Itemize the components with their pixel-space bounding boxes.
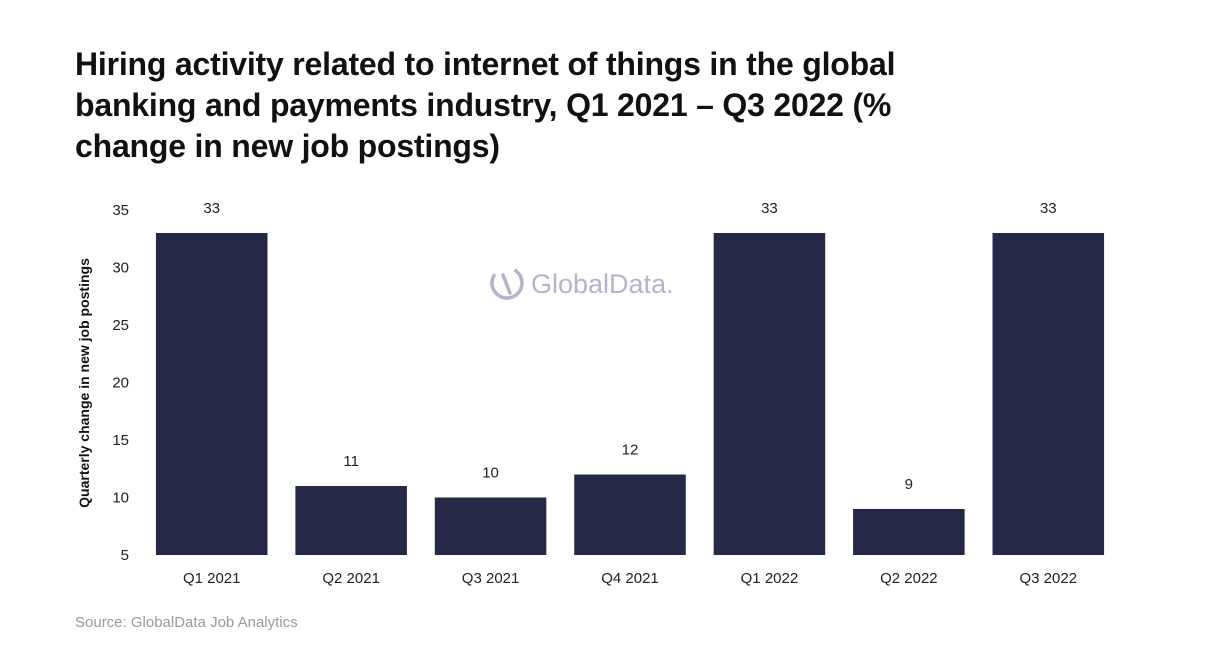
bar [434,497,547,555]
bar-value-label: 9 [905,476,913,493]
x-tick-label: Q4 2021 [601,570,659,587]
x-tick-label: Q2 2021 [322,570,380,587]
bars [155,233,1105,555]
data-labels: 33 11 10 12 33 9 33 [203,200,1056,493]
y-tick-label: 20 [112,375,129,392]
y-axis-label: Quarterly change in new job postings [76,258,92,508]
chart-title: Hiring activity related to internet of t… [75,46,896,164]
x-tick-label: Q2 2022 [880,570,938,587]
y-axis: 5 10 15 20 25 30 35 [112,202,129,564]
bar-value-label: 10 [482,465,499,482]
x-axis: Q1 2021 Q2 2021 Q3 2021 Q4 2021 Q1 2022 Q2 20… [183,570,1077,587]
bar [574,474,686,555]
watermark-text: GlobalData. [531,269,674,299]
bar-value-label: 33 [203,200,220,217]
bar [992,233,1105,555]
y-tick-label: 35 [112,202,129,219]
x-tick-label: Q3 2022 [1020,570,1078,587]
bar [853,509,965,555]
globaldata-logo-icon [490,266,524,300]
watermark: GlobalData. [490,266,674,300]
bar-value-label: 12 [622,442,639,459]
y-tick-label: 10 [112,490,129,507]
bar-value-label: 33 [761,200,778,217]
x-tick-label: Q3 2021 [462,570,520,587]
bar [713,233,826,555]
bar-value-label: 33 [1040,200,1057,217]
source-note: Source: GlobalData Job Analytics [75,614,298,631]
x-tick-label: Q1 2022 [741,570,799,587]
y-tick-label: 5 [121,547,129,564]
bar [295,486,407,555]
y-tick-label: 30 [112,260,129,277]
y-tick-label: 15 [112,432,129,449]
x-tick-label: Q1 2021 [183,570,241,587]
bar-value-label: 11 [343,453,359,470]
bar [155,233,268,555]
y-tick-label: 25 [112,317,129,334]
